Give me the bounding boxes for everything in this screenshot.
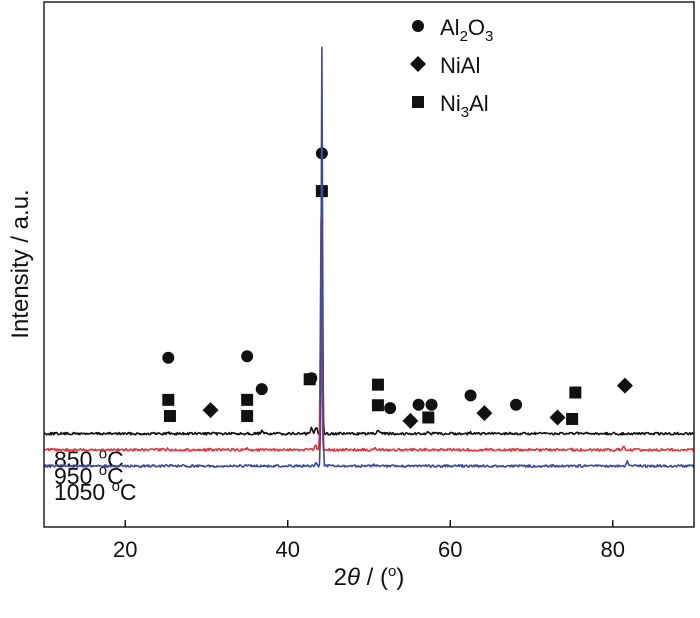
legend-label: NiAl [440,53,480,78]
circle-legend-marker [412,20,424,32]
square-legend-marker [412,96,424,108]
square-marker [163,410,176,423]
legend-subscript: 3 [461,104,469,121]
x-axis-label-degree: o [388,563,396,580]
circle-marker [510,398,523,411]
square-marker [241,393,254,406]
legend-subscript: 3 [485,28,493,45]
axes-frame [43,1,695,528]
x-axis-label-prefix: 2 [334,564,347,591]
circle-marker [241,350,254,363]
series-label-degree: o [99,446,107,463]
legend-text-part: O [468,15,485,40]
square-marker [241,410,254,423]
x-axis-label-close: ) [396,564,404,591]
series-0: 850 oC [43,147,695,473]
circle-marker [162,351,175,364]
series-line [43,216,695,452]
square-marker [371,378,384,391]
series-label-degree: o [99,462,107,479]
circle-marker [255,383,268,396]
series-label: 950 oC [54,462,124,489]
x-tick-label: 40 [276,537,300,562]
legend-subscript: 2 [460,28,468,45]
series-2: 1050 oC [43,46,695,505]
square-marker [422,411,435,424]
square-marker [566,412,579,425]
x-tick-label: 60 [438,537,462,562]
legend-text-part: Al [469,91,489,116]
legend-text-part: NiAl [440,53,480,78]
legend-text-part: Ni [440,91,461,116]
x-axis-label: 2θ / (o) [334,563,405,591]
circle-marker [464,389,477,402]
diamond-marker [202,402,219,419]
series-label-unit: C [107,463,124,489]
series-1: 950 oC [43,216,695,489]
square-marker [162,393,175,406]
x-axis-label-suffix: / ( [360,564,388,591]
legend-item: Ni3Al [412,91,489,121]
square-marker [569,386,582,399]
x-axis-label-theta: θ [347,564,360,591]
diamond-marker [616,377,633,394]
x-axis: 20 40 60 80 [113,520,625,562]
series-label-degree: o [112,478,120,495]
legend-label: Al2O3 [440,15,493,45]
diamond-legend-marker [410,56,426,72]
series-line [43,224,695,436]
legend-text-part: Al [440,15,460,40]
diamond-marker [476,405,493,422]
diamond-marker [402,412,419,429]
series-label-unit: C [120,479,137,505]
square-marker [303,373,316,386]
square-marker [371,399,384,412]
legend-item: Al2O3 [412,15,493,45]
circle-marker [384,402,397,415]
series-label: 1050 oC [54,478,137,505]
x-tick-label: 80 [601,537,625,562]
x-tick-label: 20 [113,537,137,562]
series-label-number: 1050 [54,479,112,505]
legend-label: Ni3Al [440,91,489,121]
series-line [43,46,695,468]
legend-item: NiAl [410,53,480,78]
circle-marker [412,398,425,411]
circle-marker [425,398,438,411]
diamond-marker [549,409,566,426]
y-axis-label: Intensity / a.u. [7,189,34,338]
